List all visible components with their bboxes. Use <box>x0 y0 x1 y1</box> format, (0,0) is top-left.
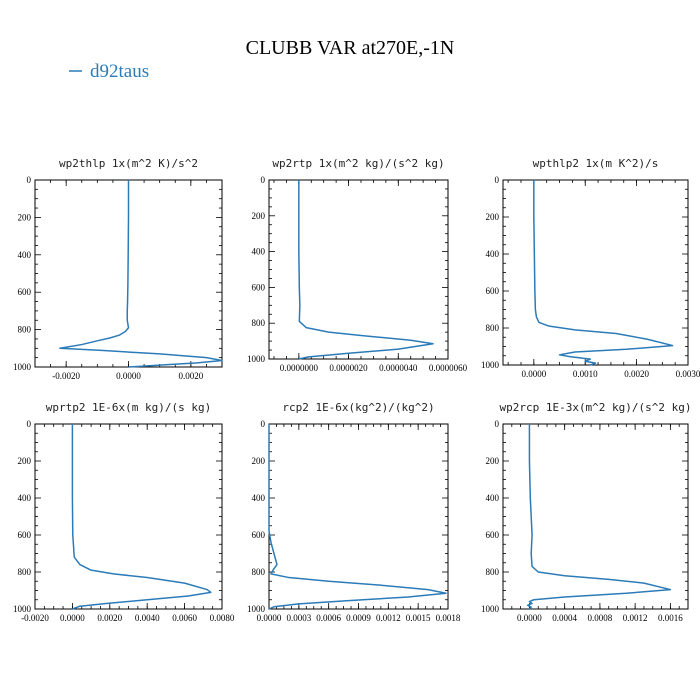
x-tick-label: 0.0000 <box>60 613 85 623</box>
y-tick-label: 400 <box>18 250 32 260</box>
x-tick-label: 0.0003 <box>286 613 311 623</box>
y-tick-label: 600 <box>486 530 500 540</box>
x-tick-label: 0.0000 <box>521 369 546 379</box>
y-tick-label: 400 <box>252 247 266 257</box>
x-tick-label: 0.0080 <box>210 613 235 623</box>
y-tick-label: 800 <box>252 567 266 577</box>
plot-frame <box>268 423 449 610</box>
x-tick-label: -0.0020 <box>21 613 49 623</box>
x-tick-label: 0.0012 <box>623 613 648 623</box>
y-tick-label: 400 <box>486 249 500 259</box>
series-line-d92taus <box>526 424 672 610</box>
series-line-d92taus <box>59 180 223 368</box>
y-tick-label: 200 <box>18 212 32 222</box>
y-tick-label: 1000 <box>13 604 32 614</box>
y-tick-label: 1000 <box>13 362 32 372</box>
y-tick-label: 200 <box>252 211 266 221</box>
y-tick-label: 0 <box>261 419 266 429</box>
chart-panel-6: wp2rcp 1E-3x(m^2 kg)/(s^2 kg) 0 200 400 600 8… <box>481 401 692 623</box>
x-tick-label: 0.0030 <box>676 369 700 379</box>
series-line-d92taus <box>298 180 434 360</box>
y-tick-label: 800 <box>486 567 500 577</box>
chart-panel-1: wp2thlp 1x(m^2 K)/s^2 0 200 400 600 800 1000 -0… <box>13 157 223 381</box>
x-tick-label: 0.0020 <box>178 371 203 381</box>
x-tick-label: 0.0040 <box>135 613 160 623</box>
chart-panel-3: wpthlp2 1x(m K^2)/s 0 200 400 600 800 1000 0.00… <box>481 157 700 379</box>
y-tick-label: 0 <box>495 419 500 429</box>
chart-panel-2: wp2rtp 1x(m^2 kg)/(s^2 kg) 0 200 400 600 800 1… <box>247 157 468 373</box>
plot-frame <box>268 179 449 360</box>
y-tick-label: 1000 <box>481 360 500 370</box>
panel-title: rcp2 1E-6x(kg^2)/(kg^2) <box>282 401 434 414</box>
x-tick-label: -0.0020 <box>52 371 80 381</box>
figure-title: CLUBB VAR at270E,-1N <box>246 37 455 59</box>
series-line-d92taus <box>71 424 212 610</box>
y-tick-label: 0 <box>27 419 32 429</box>
panel-title: wp2rcp 1E-3x(m^2 kg)/(s^2 kg) <box>499 401 691 414</box>
x-tick-label: 0.0008 <box>588 613 613 623</box>
y-tick-label: 800 <box>18 567 32 577</box>
y-tick-label: 600 <box>252 530 266 540</box>
y-tick-label: 600 <box>18 287 32 297</box>
y-tick-label: 600 <box>486 286 500 296</box>
y-tick-label: 800 <box>486 323 500 333</box>
x-tick-label: 0.0000000 <box>280 363 319 373</box>
y-tick-label: 200 <box>486 212 500 222</box>
panel-title: wp2rtp 1x(m^2 kg)/(s^2 kg) <box>272 157 444 170</box>
y-tick-label: 0 <box>495 175 500 185</box>
x-tick-label: 0.0000060 <box>429 363 468 373</box>
panel-title: wp2thlp 1x(m^2 K)/s^2 <box>59 157 198 170</box>
y-tick-label: 400 <box>486 493 500 503</box>
panels-grid: wp2thlp 1x(m^2 K)/s^202004006008001000-0… <box>13 157 700 623</box>
x-tick-label: 0.0000 <box>257 613 282 623</box>
y-tick-label: 200 <box>486 456 500 466</box>
y-tick-label: 1000 <box>481 604 500 614</box>
x-tick-label: 0.0018 <box>436 613 461 623</box>
plot-frame <box>502 179 689 366</box>
panel-title: wprtp2 1E-6x(m kg)/(s kg) <box>46 401 212 414</box>
x-tick-label: 0.0016 <box>658 613 683 623</box>
series-line-d92taus <box>533 180 674 366</box>
y-tick-label: 800 <box>18 325 32 335</box>
y-tick-label: 400 <box>18 493 32 503</box>
y-tick-label: 400 <box>252 493 266 503</box>
y-tick-label: 800 <box>252 318 266 328</box>
panel-title: wpthlp2 1x(m K^2)/s <box>533 157 659 170</box>
x-tick-label: 0.0060 <box>172 613 197 623</box>
x-tick-label: 0.0004 <box>552 613 577 623</box>
y-tick-label: 200 <box>252 456 266 466</box>
x-tick-label: 0.0000 <box>517 613 542 623</box>
x-tick-label: 0.0006 <box>316 613 341 623</box>
y-tick-label: 1000 <box>247 604 266 614</box>
x-tick-label: 0.0015 <box>406 613 431 623</box>
y-tick-label: 0 <box>27 175 32 185</box>
y-tick-label: 1000 <box>247 354 266 364</box>
x-tick-label: 0.0000 <box>116 371 141 381</box>
chart-panel-5: rcp2 1E-6x(kg^2)/(kg^2) 0 200 400 600 800 1000… <box>247 401 461 623</box>
plot-frame <box>34 423 223 610</box>
y-tick-label: 600 <box>18 530 32 540</box>
y-tick-label: 0 <box>261 175 266 185</box>
y-tick-label: 200 <box>18 456 32 466</box>
x-tick-label: 0.0020 <box>624 369 649 379</box>
legend-label: d92taus <box>90 61 149 82</box>
series-line-d92taus <box>268 424 447 610</box>
x-tick-label: 0.0009 <box>346 613 371 623</box>
x-tick-label: 0.0010 <box>573 369 598 379</box>
x-tick-label: 0.0012 <box>376 613 401 623</box>
y-tick-label: 600 <box>252 282 266 292</box>
x-tick-label: 0.0000020 <box>329 363 368 373</box>
x-tick-label: 0.0020 <box>97 613 122 623</box>
legend: d92taus <box>69 61 149 82</box>
chart-panel-4: wprtp2 1E-6x(m kg)/(s kg) 0 200 400 600 800 10… <box>13 401 235 623</box>
x-tick-label: 0.0000040 <box>379 363 418 373</box>
